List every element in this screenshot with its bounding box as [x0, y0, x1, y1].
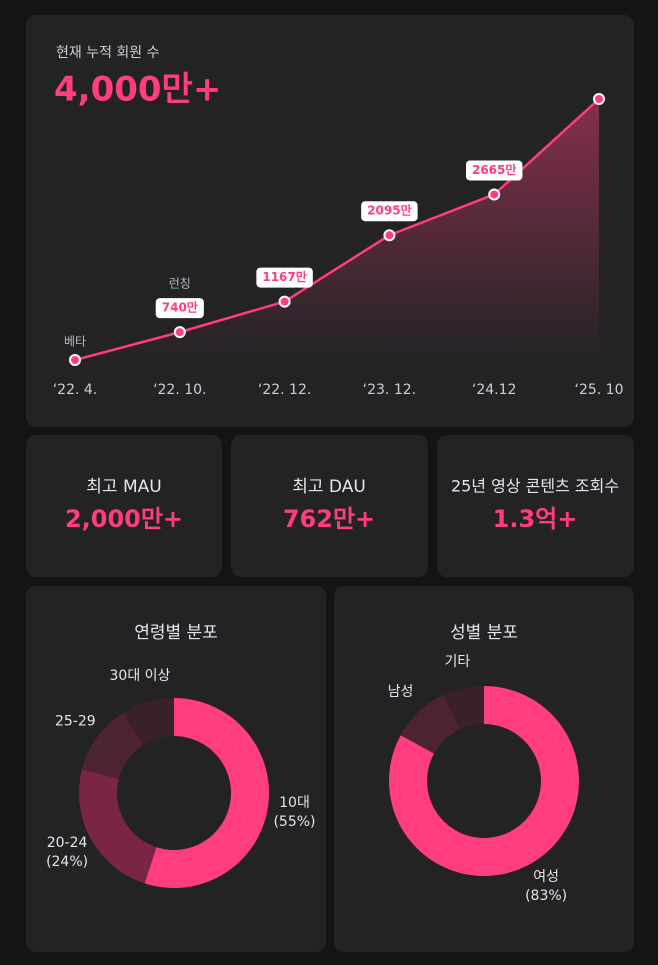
x-tick-label: ‘22. 10. — [153, 382, 206, 398]
stat-card — [437, 435, 634, 577]
data-label-box — [155, 298, 204, 319]
slice-label: 기타 — [445, 654, 471, 670]
data-label-box — [361, 201, 418, 222]
point — [488, 188, 501, 201]
point-note: 런칭 — [169, 277, 191, 291]
stat-value: 762만+ — [283, 505, 375, 533]
data-label-box — [465, 160, 523, 181]
stat-label: 25년 영상 콘텐츠 조회수 — [451, 477, 619, 496]
slice-label: 25-29 — [55, 713, 96, 729]
point — [593, 93, 605, 105]
slice-label: 여성 — [533, 869, 559, 885]
point — [173, 326, 186, 339]
chart-title: 성별 분포 — [450, 623, 518, 643]
donut-slice — [389, 686, 580, 876]
slice-label: 20-24 — [47, 835, 88, 851]
stat-card — [231, 435, 428, 577]
data-label: 2095만 — [367, 203, 411, 218]
point — [383, 229, 396, 242]
slice-value-label: (83%) — [525, 888, 567, 904]
slice-label: 남성 — [388, 684, 414, 700]
x-tick-label: ‘23. 12. — [363, 382, 416, 398]
stat-value: 2,000만+ — [65, 505, 183, 533]
point-note: 베타 — [64, 335, 86, 349]
data-label-box — [256, 267, 313, 288]
data-label: 2665만 — [472, 162, 516, 177]
chart-title: 연령별 분포 — [134, 623, 218, 643]
donut-slice — [123, 698, 174, 745]
area — [75, 99, 599, 360]
x-tick-label: ‘24.12 — [472, 382, 517, 398]
x-tick-label: ‘22. 4. — [53, 382, 98, 398]
donut-slice — [443, 686, 484, 730]
slice-value-label: (24%) — [46, 854, 88, 870]
stat-card — [26, 435, 222, 577]
data-label: 740만 — [162, 300, 198, 315]
data-label: 1167만 — [262, 269, 306, 284]
point — [278, 295, 291, 308]
slice-label: 10대 — [279, 795, 310, 811]
x-tick-label: ‘25. 10 — [575, 382, 624, 398]
chart-title: 현재 누적 회원 수 — [56, 45, 160, 61]
point — [69, 354, 81, 366]
slice-label: 30대 이상 — [110, 668, 171, 684]
headline: 4,000만+ — [54, 70, 221, 110]
stat-label: 최고 DAU — [292, 477, 366, 497]
gender-card — [334, 586, 634, 952]
stat-value: 1.3억+ — [493, 505, 578, 533]
donut-slice — [144, 698, 270, 889]
donut-slice — [400, 695, 460, 754]
age-card — [26, 586, 326, 952]
stat-label: 최고 MAU — [86, 477, 161, 497]
x-tick-label: ‘22. 12. — [258, 382, 311, 398]
donut-slice — [79, 769, 157, 884]
donut-slice — [81, 712, 144, 779]
slice-value-label: (55%) — [273, 814, 315, 830]
